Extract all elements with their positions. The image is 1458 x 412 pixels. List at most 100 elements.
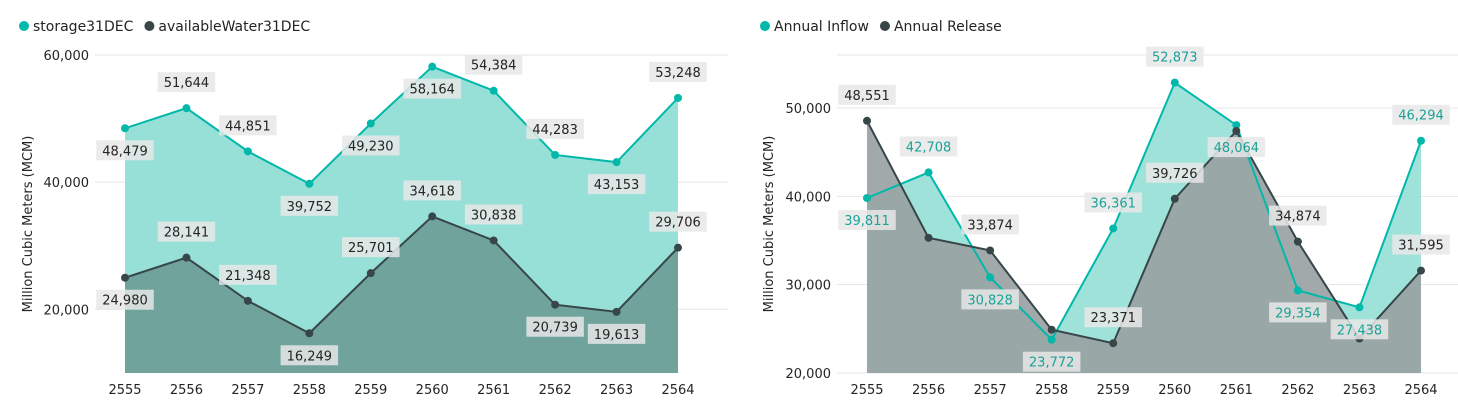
data-label-storage31dec-2555: 48,479 bbox=[96, 140, 154, 161]
data-label-text: 27,438 bbox=[1337, 323, 1383, 338]
point-annual-inflow-2555[interactable] bbox=[863, 194, 871, 203]
point-annual-release-2559[interactable] bbox=[1109, 339, 1118, 348]
data-label-text: 54,384 bbox=[471, 59, 517, 74]
y-tick-label: 20,000 bbox=[44, 303, 90, 318]
x-tick-label: 2561 bbox=[477, 383, 510, 398]
point-availablewater31dec-2563[interactable] bbox=[612, 307, 621, 316]
point-annual-inflow-2561[interactable] bbox=[1232, 121, 1241, 130]
point-annual-release-2561[interactable] bbox=[1232, 126, 1241, 135]
data-label-text: 16,249 bbox=[287, 349, 333, 364]
x-tick-label: 2557 bbox=[231, 383, 264, 398]
x-tick-label: 2563 bbox=[1343, 383, 1376, 398]
data-labels: 48,479 51,644 44,851 39,752 49,230 58,164 54,3… bbox=[96, 54, 707, 366]
point-storage31dec-2558[interactable] bbox=[305, 179, 314, 188]
point-storage31dec-2563[interactable] bbox=[612, 158, 621, 167]
point-annual-release-2555[interactable] bbox=[863, 116, 871, 125]
data-label-text: 29,354 bbox=[1275, 306, 1321, 321]
data-label-availablewater31dec-2564: 29,706 bbox=[649, 211, 707, 232]
point-storage31dec-2559[interactable] bbox=[366, 119, 375, 128]
point-availablewater31dec-2564[interactable] bbox=[674, 243, 682, 252]
legend-label-annual-release: Annual Release bbox=[894, 19, 1002, 35]
point-storage31dec-2556[interactable] bbox=[182, 104, 191, 113]
x-tick-label: 2562 bbox=[1281, 383, 1314, 398]
data-label-storage31dec-2561: 54,384 bbox=[464, 54, 523, 75]
point-availablewater31dec-2560[interactable] bbox=[428, 212, 437, 221]
data-label-text: 48,064 bbox=[1214, 141, 1260, 156]
legend-item-annual-inflow[interactable]: Annual Inflow bbox=[760, 19, 869, 35]
point-annual-inflow-2559[interactable] bbox=[1109, 224, 1118, 233]
point-storage31dec-2561[interactable] bbox=[489, 86, 498, 95]
data-label-annual-inflow-2562: 29,354 bbox=[1269, 302, 1327, 323]
point-annual-release-2556[interactable] bbox=[924, 233, 933, 242]
data-label-text: 52,873 bbox=[1152, 51, 1198, 66]
data-label-bg bbox=[526, 316, 584, 337]
point-storage31dec-2555[interactable] bbox=[121, 124, 129, 133]
data-label-bg bbox=[587, 174, 646, 195]
point-annual-inflow-2556[interactable] bbox=[924, 168, 933, 177]
legend-label-storage31dec: storage31DEC bbox=[33, 19, 134, 35]
point-annual-inflow-2560[interactable] bbox=[1170, 78, 1179, 87]
legend-item-storage31dec[interactable]: storage31DEC bbox=[19, 19, 134, 35]
data-label-annual-inflow-2563: 27,438 bbox=[1330, 319, 1389, 340]
point-availablewater31dec-2559[interactable] bbox=[366, 269, 375, 278]
line-storage31dec bbox=[124, 65, 679, 186]
data-label-text: 48,551 bbox=[844, 89, 890, 104]
point-storage31dec-2557[interactable] bbox=[243, 147, 252, 156]
data-label-text: 30,828 bbox=[967, 293, 1013, 308]
point-availablewater31dec-2556[interactable] bbox=[182, 253, 191, 262]
point-annual-release-2557[interactable] bbox=[986, 246, 995, 255]
point-storage31dec-2564[interactable] bbox=[674, 93, 682, 102]
legend-item-availablewater31dec[interactable]: availableWater31DEC bbox=[144, 19, 310, 35]
point-annual-inflow-2558[interactable] bbox=[1047, 335, 1056, 344]
data-label-availablewater31dec-2556: 28,141 bbox=[157, 221, 216, 242]
data-label-storage31dec-2559: 49,230 bbox=[342, 135, 400, 156]
data-label-bg bbox=[1392, 104, 1450, 125]
data-label-availablewater31dec-2557: 21,348 bbox=[219, 264, 277, 285]
line-annual-release bbox=[866, 120, 1422, 345]
legend-item-annual-release[interactable]: Annual Release bbox=[879, 19, 1002, 35]
y-tick-label: 50,000 bbox=[786, 102, 832, 117]
series-lines bbox=[121, 62, 682, 338]
data-label-text: 51,644 bbox=[164, 76, 210, 91]
point-storage31dec-2560[interactable] bbox=[428, 62, 437, 71]
x-tick-label: 2556 bbox=[912, 383, 945, 398]
data-label-bg bbox=[1207, 137, 1266, 158]
data-label-annual-release-2559: 23,371 bbox=[1084, 307, 1142, 328]
x-tick-label: 2557 bbox=[974, 383, 1007, 398]
legend-marker-storage31dec bbox=[19, 21, 29, 31]
data-label-annual-inflow-2555: 39,811 bbox=[838, 210, 896, 231]
y-tick-label: 60,000 bbox=[44, 49, 90, 64]
data-label-bg bbox=[1084, 307, 1142, 328]
point-annual-inflow-2557[interactable] bbox=[986, 273, 995, 282]
point-availablewater31dec-2561[interactable] bbox=[489, 236, 498, 245]
point-annual-inflow-2564[interactable] bbox=[1417, 136, 1425, 145]
data-label-bg bbox=[464, 204, 523, 225]
data-label-bg bbox=[1022, 351, 1081, 372]
point-annual-release-2560[interactable] bbox=[1170, 194, 1179, 203]
point-annual-release-2562[interactable] bbox=[1293, 237, 1302, 246]
x-tick-label: 2558 bbox=[1035, 383, 1068, 398]
data-label-annual-inflow-2558: 23,772 bbox=[1022, 351, 1081, 372]
point-annual-release-2564[interactable] bbox=[1417, 266, 1425, 275]
point-availablewater31dec-2558[interactable] bbox=[305, 329, 314, 338]
data-label-text: 44,283 bbox=[532, 123, 578, 138]
point-availablewater31dec-2562[interactable] bbox=[551, 300, 560, 309]
point-annual-inflow-2563[interactable] bbox=[1355, 303, 1364, 312]
data-label-bg bbox=[403, 180, 461, 201]
point-annual-release-2558[interactable] bbox=[1047, 325, 1056, 334]
data-label-bg bbox=[157, 72, 216, 93]
x-tick-label: 2556 bbox=[170, 383, 203, 398]
point-availablewater31dec-2557[interactable] bbox=[243, 296, 252, 305]
data-label-text: 30,838 bbox=[471, 208, 517, 223]
point-storage31dec-2562[interactable] bbox=[551, 150, 560, 159]
legend-marker-annual-inflow bbox=[760, 21, 770, 31]
x-tick-label: 2563 bbox=[600, 383, 633, 398]
data-label-text: 42,708 bbox=[906, 140, 952, 155]
line-availablewater31dec bbox=[124, 215, 679, 335]
data-label-text: 33,874 bbox=[967, 218, 1013, 233]
point-availablewater31dec-2555[interactable] bbox=[121, 273, 129, 282]
data-label-annual-release-2560: 39,726 bbox=[1146, 162, 1204, 183]
point-annual-inflow-2562[interactable] bbox=[1293, 286, 1302, 295]
data-label-text: 29,706 bbox=[655, 216, 701, 231]
data-label-storage31dec-2560: 58,164 bbox=[403, 78, 461, 99]
